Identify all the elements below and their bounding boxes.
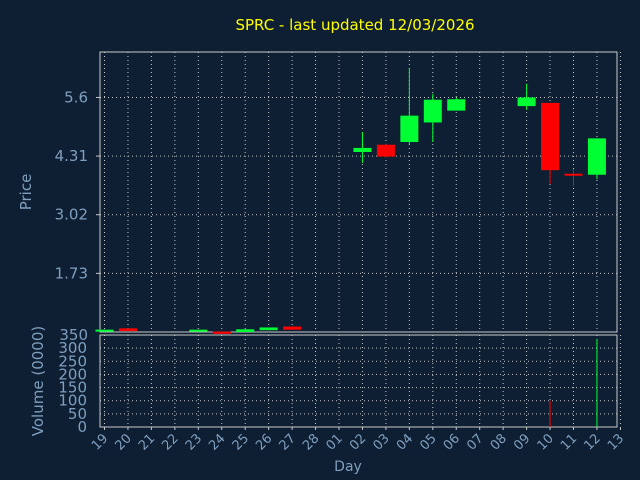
candle	[376, 143, 395, 158]
price-tick-label: 4.31	[55, 147, 88, 165]
day-tick-label: 23	[183, 431, 205, 453]
day-tick-label: 12	[581, 431, 603, 453]
volume-axis-label: Volume (0000)	[29, 326, 47, 436]
price-panel-frame	[99, 51, 618, 333]
candle-body	[95, 329, 114, 332]
candle	[95, 329, 114, 332]
volume-tick-label: 150	[58, 379, 87, 397]
candle-body	[400, 115, 419, 142]
candle	[447, 97, 466, 111]
candle-body	[189, 329, 208, 332]
day-tick-label: 28	[300, 431, 322, 453]
volume-tick-label: 0	[77, 418, 87, 436]
day-tick-label: 05	[417, 431, 439, 453]
price-tick-label: 3.02	[55, 206, 88, 224]
day-tick-label: 02	[347, 431, 369, 453]
day-tick-label: 10	[535, 431, 557, 453]
price-tick-label: 1.73	[55, 264, 88, 282]
day-tick-label: 22	[159, 431, 181, 453]
price-axis-ticks: 5.6 4.31 3.02 1.73	[55, 88, 100, 282]
price-axis-label: Price	[17, 174, 35, 211]
day-tick-label: 25	[230, 431, 252, 453]
candle	[118, 328, 137, 332]
candle	[423, 93, 442, 142]
day-tick-label: 13	[605, 431, 627, 453]
candle-body	[517, 97, 536, 107]
volume-bars	[408, 338, 598, 427]
candle	[541, 102, 560, 184]
day-tick-label: 24	[206, 431, 228, 453]
candle-body	[447, 99, 466, 111]
day-axis-label: Day	[334, 459, 362, 475]
volume-tick-label: 250	[58, 352, 87, 370]
candle-body	[353, 147, 372, 152]
day-tick-label: 08	[488, 431, 510, 453]
candle	[212, 331, 231, 334]
day-tick-label: 07	[464, 431, 486, 453]
candle	[517, 83, 536, 110]
candle	[283, 326, 302, 330]
candle-body	[212, 331, 231, 334]
day-tick-label: 03	[370, 431, 392, 453]
candle	[259, 327, 278, 331]
candle	[400, 67, 419, 146]
candle	[564, 169, 583, 187]
candle	[587, 138, 606, 180]
day-tick-label: 11	[558, 431, 580, 453]
candle	[189, 329, 208, 332]
price-grid	[100, 52, 621, 332]
volume-tick-label: 50	[68, 405, 87, 423]
day-axis-ticks: 19 20 21 22 23 24 25 26 27 28 01 02 03 04 05 06 07 08 09 10…	[89, 427, 627, 454]
candle-body	[259, 327, 278, 331]
candle	[353, 132, 372, 163]
candle-body	[118, 328, 137, 332]
candle-body	[283, 326, 302, 330]
day-tick-label: 21	[136, 431, 158, 453]
day-tick-label: 20	[112, 431, 134, 453]
volume-panel-frame	[99, 334, 618, 428]
volume-grid	[100, 334, 621, 428]
day-tick-label: 27	[277, 431, 299, 453]
volume-tick-label: 300	[58, 339, 87, 357]
candle-body	[564, 173, 583, 176]
chart-title: SPRC - last updated 12/03/2026	[235, 16, 474, 34]
candle-body	[236, 329, 255, 332]
volume-tick-label: 100	[58, 392, 87, 410]
volume-tick-label: 350	[59, 326, 88, 344]
day-tick-label: 09	[511, 431, 533, 453]
day-tick-label: 04	[394, 431, 416, 453]
day-tick-label: 06	[441, 431, 463, 453]
candle-body	[423, 99, 442, 123]
candle-body	[587, 138, 606, 175]
day-tick-label: 26	[253, 431, 275, 453]
volume-tick-label: 200	[58, 365, 87, 383]
day-tick-label: 19	[89, 431, 111, 453]
candles	[95, 67, 606, 334]
day-tick-label: 01	[324, 431, 346, 453]
candle-body	[376, 144, 395, 157]
candle-body	[541, 102, 560, 171]
candle	[236, 329, 255, 332]
price-tick-label: 5.6	[64, 88, 88, 106]
